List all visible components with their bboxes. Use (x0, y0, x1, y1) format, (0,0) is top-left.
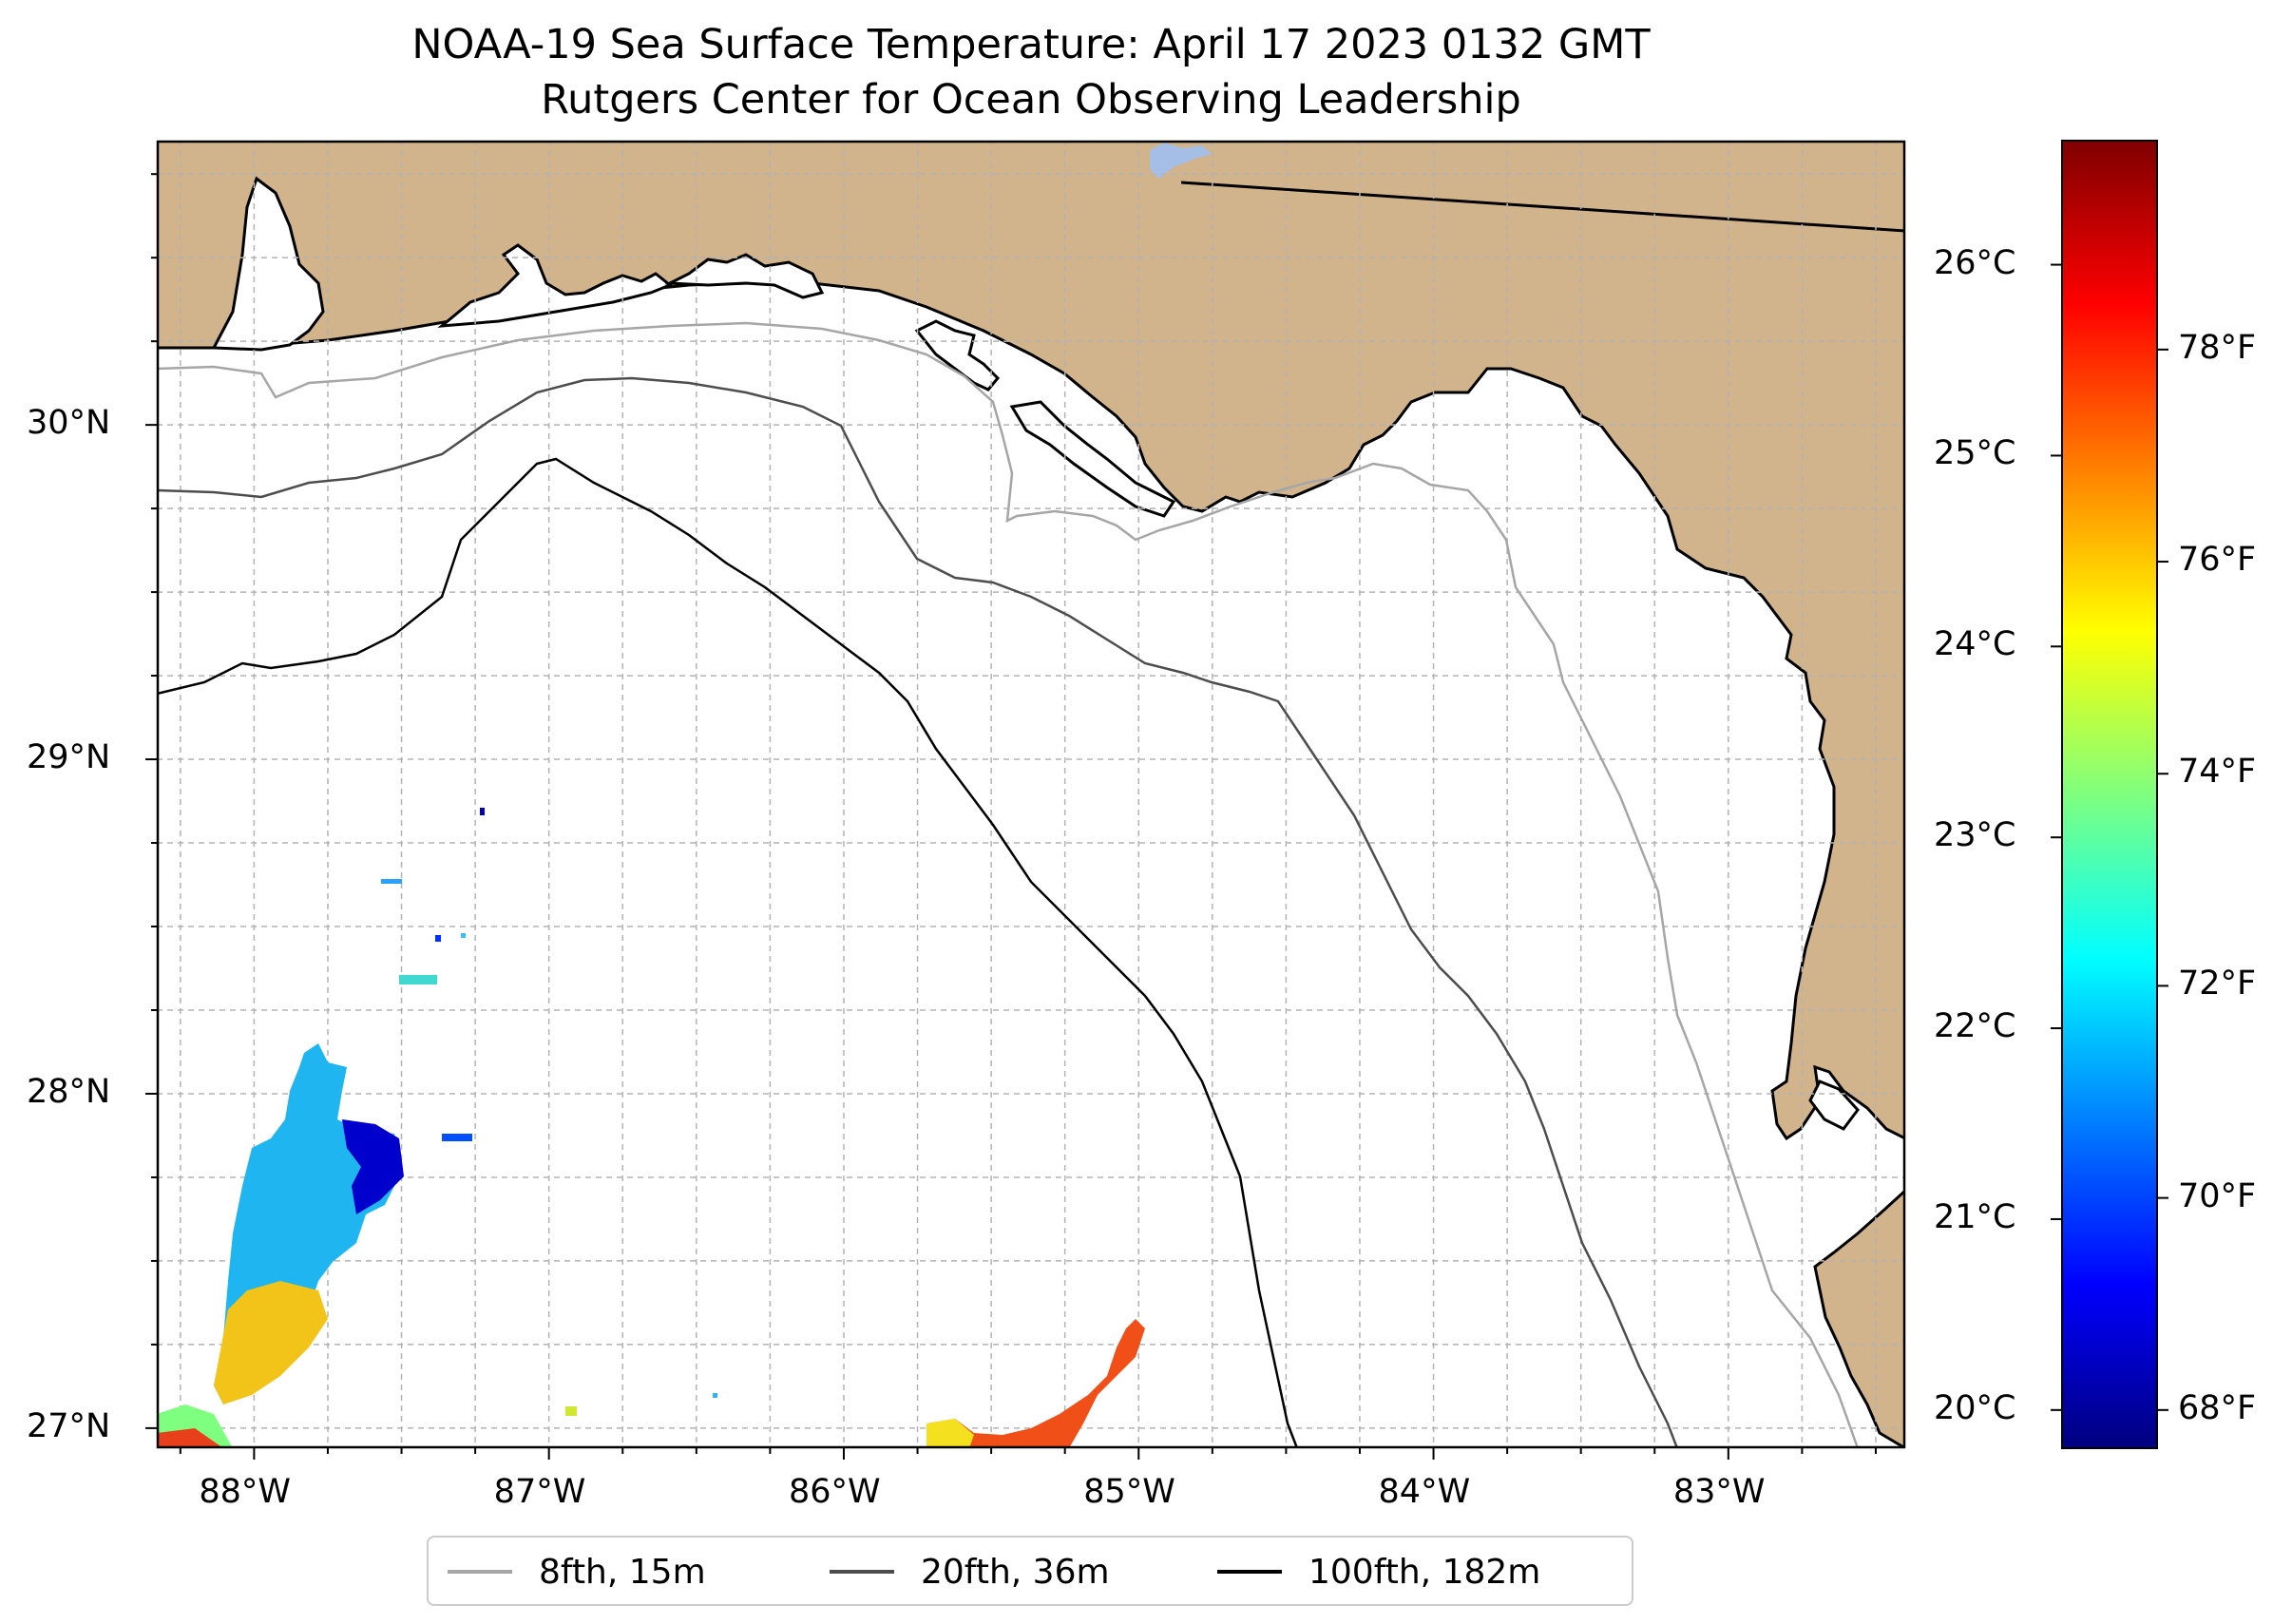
fahrenheit-tick-label: 72°F (2178, 965, 2257, 1003)
state-border (1180, 181, 1905, 233)
lat-tick-label: 30°N (27, 404, 111, 443)
lat-tick-label: 28°N (27, 1072, 111, 1111)
pensacola-bay (437, 243, 673, 328)
celsius-tick-label: 22°C (1934, 1007, 2016, 1046)
sst-pixel-3 (461, 933, 466, 938)
lon-tick-label: 83°W (1672, 1473, 1766, 1511)
legend-item-20fth: 20fth, 36m (830, 1549, 1110, 1595)
isobath-100fth (157, 457, 1299, 1448)
lon-tick-label: 88°W (199, 1473, 292, 1511)
legend-swatch-20fth (830, 1570, 894, 1574)
celsius-tick-label: 26°C (1934, 243, 2016, 282)
sst-patch-south-yellow (926, 1419, 974, 1448)
lat-tick-label: 29°N (27, 738, 111, 777)
colorbar-gradient (2061, 140, 2158, 1449)
land-mass (157, 141, 1905, 1448)
sst-pixel-5 (399, 975, 437, 984)
chart-subtitle: Rutgers Center for Ocean Observing Leade… (541, 76, 1521, 124)
isobath-8fth (157, 321, 1860, 1448)
sst-data-patches (157, 808, 1145, 1448)
colorbar (2051, 140, 2168, 1449)
sst-patch-west-cold (342, 1119, 404, 1214)
grid-lines (157, 141, 1905, 1448)
mobile-bay (211, 176, 325, 352)
sst-pixel-1 (480, 808, 485, 815)
apalachicola-bay (1009, 400, 1176, 518)
celsius-tick-label: 20°C (1934, 1388, 2016, 1427)
sst-patch-south-west-red (157, 1428, 223, 1448)
sst-map (145, 140, 1906, 1460)
lon-tick-label: 85°W (1083, 1473, 1175, 1511)
legend-item-8fth: 8fth, 15m (448, 1549, 706, 1595)
lon-tick-label: 87°W (493, 1473, 586, 1511)
chart-title: NOAA-19 Sea Surface Temperature: April 1… (411, 21, 1651, 68)
sst-pixel-8 (713, 1393, 717, 1398)
legend-label-100fth: 100fth, 182m (1308, 1552, 1541, 1592)
fahrenheit-tick-label: 76°F (2178, 541, 2257, 580)
celsius-tick-label: 21°C (1934, 1197, 2016, 1236)
sst-pixel-2 (381, 879, 402, 884)
sst-pixel-4 (435, 935, 441, 942)
legend-label-20fth: 20fth, 36m (921, 1552, 1110, 1592)
map-axis-ticks (145, 173, 1877, 1460)
fahrenheit-tick-label: 70°F (2178, 1176, 2257, 1215)
map-frame (156, 140, 1906, 1449)
colorbar-ticks (2051, 263, 2168, 1411)
celsius-tick-label: 24°C (1934, 625, 2016, 664)
sst-pixel-6 (442, 1134, 472, 1141)
legend-swatch-100fth (1217, 1570, 1282, 1574)
legend-label-8fth: 8fth, 15m (539, 1552, 706, 1592)
lat-tick-label: 27°N (27, 1406, 111, 1445)
legend: 8fth, 15m 20fth, 36m 100fth, 182m (427, 1536, 1633, 1606)
fahrenheit-tick-label: 68°F (2178, 1388, 2257, 1427)
isobath-20fth (157, 376, 1679, 1448)
fahrenheit-tick-label: 78°F (2178, 328, 2257, 367)
lon-tick-label: 84°W (1378, 1473, 1471, 1511)
sst-pixel-7 (565, 1406, 577, 1416)
choctawhatchee-bay (664, 253, 825, 299)
lon-tick-label: 86°W (788, 1473, 881, 1511)
celsius-tick-label: 25°C (1934, 434, 2016, 473)
legend-swatch-8fth (448, 1570, 512, 1574)
sst-patch-west-warm (214, 1281, 328, 1404)
celsius-tick-label: 23°C (1934, 816, 2016, 855)
legend-item-100fth: 100fth, 182m (1217, 1549, 1540, 1595)
fahrenheit-tick-label: 74°F (2178, 753, 2257, 792)
lake (1150, 143, 1212, 179)
